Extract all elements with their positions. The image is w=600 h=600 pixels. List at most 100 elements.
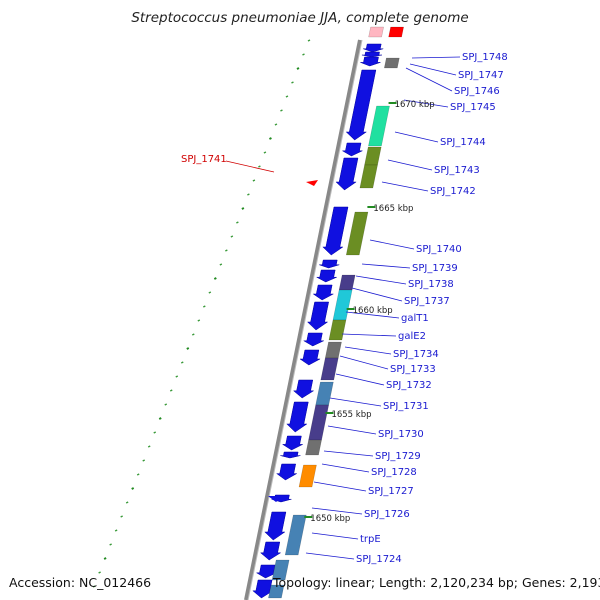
gene-box (364, 146, 382, 166)
ring-dot (230, 235, 234, 238)
gene-label: SPJ_1732 (386, 380, 432, 391)
leader-line (341, 333, 397, 337)
gene-label: SPJ_1746 (454, 86, 500, 97)
gene-labels: SPJ_1748 SPJ_1747 SPJ_1746 SPJ_1745 SPJ_1744… (181, 52, 508, 565)
ring-dot (153, 431, 157, 434)
ring-dot (263, 151, 267, 154)
tick-label: 1665 kbp (373, 204, 413, 214)
gene-arrow-reverse (306, 180, 318, 186)
leader-line (394, 131, 439, 143)
gene-label: SPJ_1738 (408, 279, 454, 290)
gene-box (315, 381, 334, 406)
gene-label: SPJ_1743 (434, 165, 480, 176)
ring-dot (307, 39, 311, 42)
gene-label: SPJ_1726 (364, 509, 410, 520)
gene-box (268, 584, 285, 599)
leader-line (311, 507, 363, 515)
gene-box (368, 105, 390, 147)
gene-box (305, 439, 322, 456)
gene-arrow (312, 284, 334, 301)
leader-line (381, 181, 429, 192)
leader-line (405, 67, 453, 92)
ring-dot (125, 501, 129, 504)
ring-dot (147, 445, 151, 448)
ring-dot (213, 277, 217, 280)
gene-label: SPJ_1747 (458, 70, 504, 81)
leader-line (323, 450, 374, 457)
gene-label: SPJ_1740 (416, 244, 462, 255)
gene-label: SPJ_1729 (375, 451, 421, 462)
gene-arrow (299, 349, 321, 366)
ring-dot (175, 375, 179, 378)
leader-line (305, 552, 355, 560)
ring-dot (219, 263, 223, 266)
gene-arrow (335, 157, 359, 191)
leader-line (351, 287, 403, 302)
gene-label: SPJ_1724 (356, 554, 402, 565)
ring-dot (197, 319, 201, 322)
gene-box (332, 289, 353, 321)
tick-label: 1650 kbp (310, 514, 350, 524)
gene-arrow (341, 142, 363, 157)
ring-dot (103, 557, 107, 560)
leader-line (335, 373, 385, 386)
gene-box (328, 319, 347, 341)
kbp-ticks: 1670 kbp 1665 kbp 1660 kbp 1655 kbp 1650 kbp (304, 100, 435, 524)
gene-label: SPJ_1739 (412, 263, 458, 274)
gene-label: SPJ_1728 (371, 467, 417, 478)
ring-dot (142, 459, 146, 462)
gene-arrow (252, 579, 274, 599)
gene-arrow-small (268, 496, 284, 502)
ring-dot (236, 221, 239, 224)
ring-dot (109, 543, 112, 546)
gene-label: SPJ_1734 (393, 349, 439, 360)
leader-line (369, 239, 415, 250)
gene-arrow (275, 463, 298, 481)
gene-arrow (264, 511, 287, 541)
gene-box (368, 26, 384, 38)
ring-dot (252, 179, 256, 182)
gene-arrow (255, 564, 277, 579)
gene-box (308, 404, 330, 441)
leader-line (339, 355, 389, 370)
leader-line (313, 481, 367, 492)
ring-dot (158, 417, 162, 420)
ring-dot (169, 389, 173, 392)
leader-line-left (225, 160, 275, 173)
leader-line (361, 263, 411, 269)
ring-dot (280, 109, 283, 112)
gene-box (388, 26, 404, 38)
gene-label: SPJ_1727 (368, 486, 414, 497)
map-title: Streptococcus pneumoniae JJA, complete g… (131, 10, 469, 26)
ring-dot (191, 333, 195, 336)
gene-arrow (361, 51, 382, 58)
topology-text: Topology: linear; Length: 2,120,234 bp; … (273, 575, 600, 590)
ring-dot (180, 361, 184, 364)
ring-dot (202, 305, 206, 308)
ring-dot (92, 585, 96, 588)
gene-arrow (286, 401, 309, 433)
ring-dot (268, 137, 272, 140)
leader-line (403, 99, 449, 108)
gene-box (383, 57, 400, 69)
gene-arrow (302, 332, 324, 347)
gene-label: galT1 (401, 313, 429, 324)
gene-arrow (306, 301, 329, 331)
ring-dot (291, 81, 294, 84)
gene-arrow (345, 69, 377, 141)
leader-line (327, 425, 377, 435)
gene-box (324, 341, 342, 359)
leader-line (355, 275, 407, 285)
tick-label: 1660 kbp (353, 306, 393, 316)
ring-dot (225, 249, 228, 252)
gene-label: SPJ_1731 (383, 401, 429, 412)
leader-line (411, 56, 461, 59)
ring-dot (247, 193, 250, 196)
tick-label: 1655 kbp (331, 410, 371, 420)
gene-box (359, 164, 378, 189)
ring-dot (208, 291, 212, 294)
gene-arrow (316, 269, 337, 283)
gene-box (338, 274, 356, 291)
ring-dot (274, 123, 278, 126)
ring-dot (131, 487, 135, 490)
